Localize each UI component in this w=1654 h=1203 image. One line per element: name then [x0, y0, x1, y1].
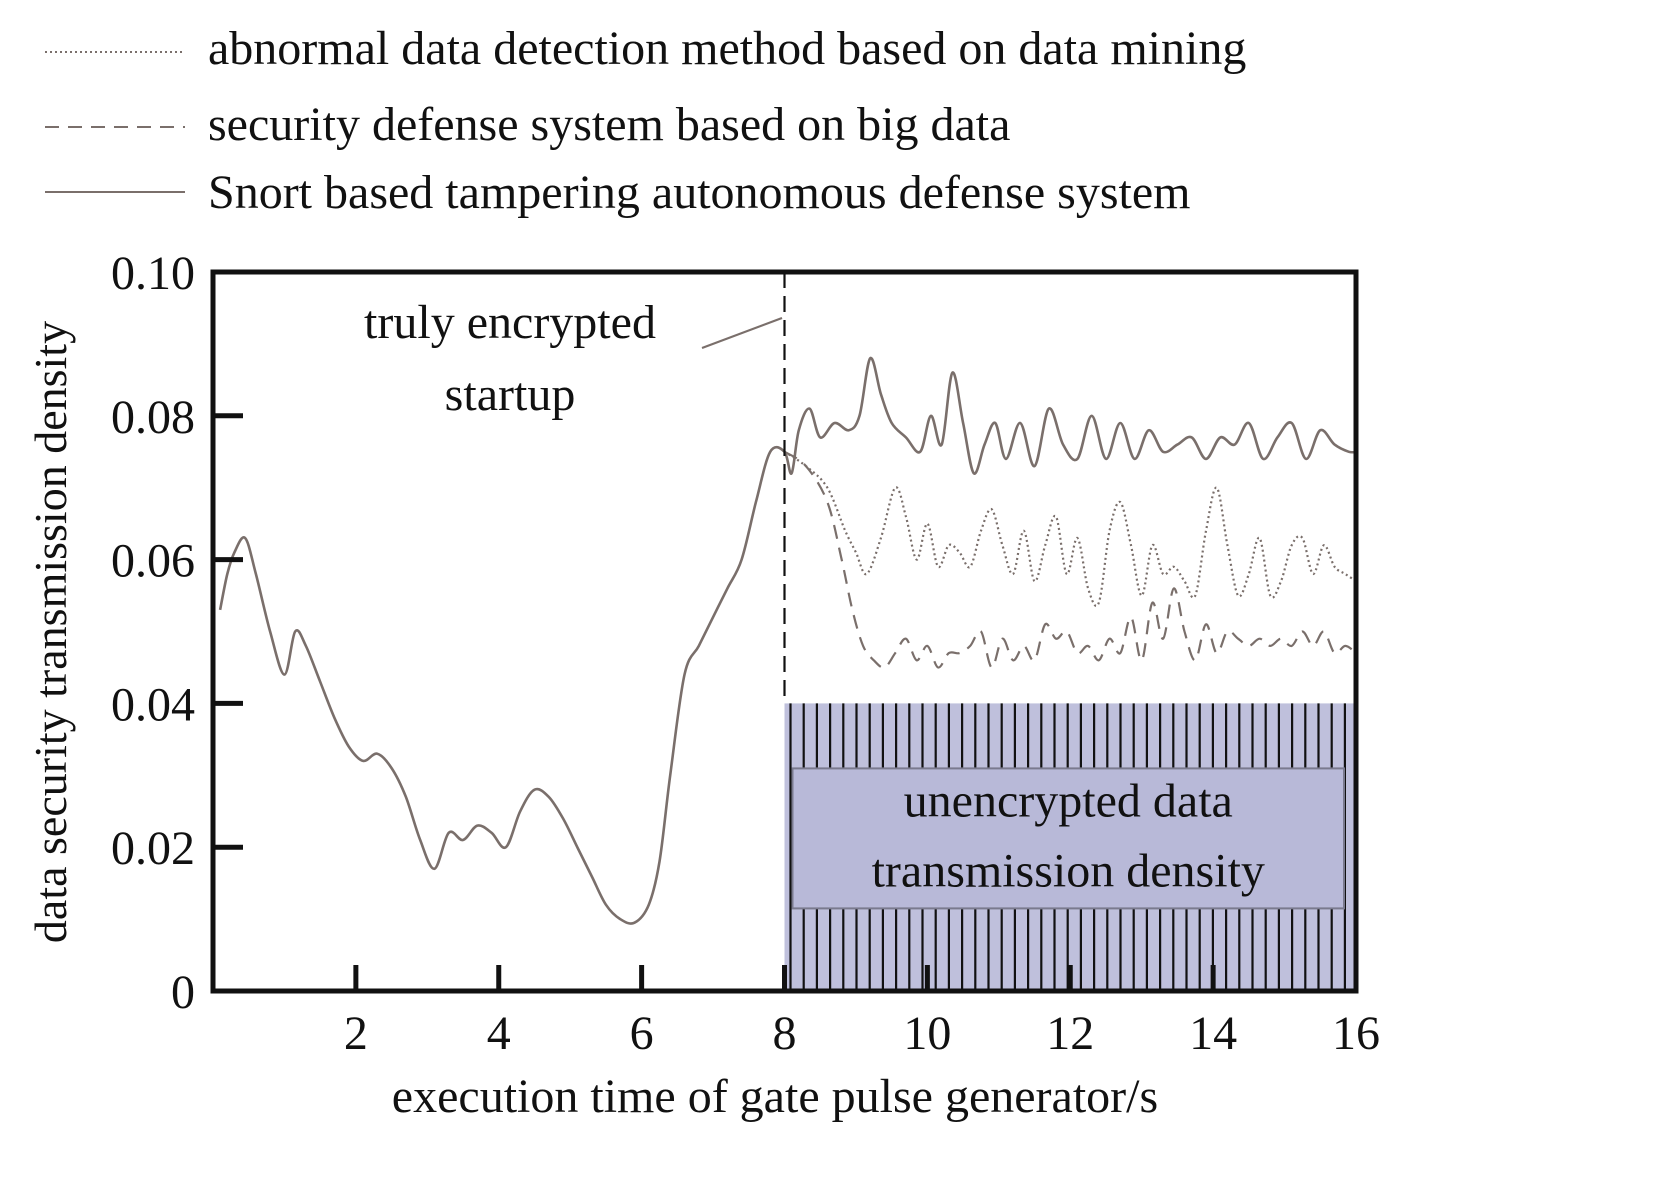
y-tick-label: 0.02 [111, 822, 195, 875]
x-tick-label: 10 [903, 1007, 951, 1060]
annotation-truly-encrypted-line1: truly encrypted [364, 296, 656, 349]
x-tick-label: 4 [487, 1007, 511, 1060]
annotation-leader-line [701, 316, 783, 350]
legend-label-big-data: security defense system based on big dat… [208, 98, 1010, 151]
annotation-truly-encrypted-line2: startup [445, 368, 576, 421]
y-tick-label: 0.06 [111, 535, 195, 588]
x-tick-label: 6 [630, 1007, 654, 1060]
series-line-data-mining [783, 450, 1357, 608]
x-axis-label: execution time of gate pulse generator/s [392, 1070, 1158, 1123]
legend-label-snort: Snort based tampering autonomous defense… [208, 166, 1190, 219]
x-tick-label: 16 [1332, 1007, 1380, 1060]
y-tick-label: 0 [171, 966, 195, 1019]
y-axis: 0 0.02 0.04 0.06 0.08 0.10 [111, 247, 243, 1019]
y-axis-label: data security transmission density [25, 321, 76, 943]
unencrypted-label-line1: unencrypted data [904, 774, 1233, 827]
series-line-snort [218, 356, 1357, 925]
series-line-big-data [783, 450, 1357, 669]
legend-label-data-mining: abnormal data detection method based on … [208, 22, 1246, 75]
x-tick-label: 8 [773, 1007, 797, 1060]
x-axis: 2 4 6 8 10 12 14 16 [344, 965, 1380, 1060]
x-tick-label: 2 [344, 1007, 368, 1060]
y-tick-label: 0.10 [111, 247, 195, 300]
unencrypted-region: unencrypted data transmission density [784, 703, 1356, 991]
x-tick-label: 14 [1189, 1007, 1237, 1060]
y-tick-label: 0.08 [111, 391, 195, 444]
unencrypted-label-line2: transmission density [872, 844, 1265, 897]
y-tick-label: 0.04 [111, 678, 195, 731]
legend: abnormal data detection method based on … [45, 22, 1246, 219]
x-tick-label: 12 [1046, 1007, 1094, 1060]
unencrypted-label-box [791, 767, 1345, 910]
